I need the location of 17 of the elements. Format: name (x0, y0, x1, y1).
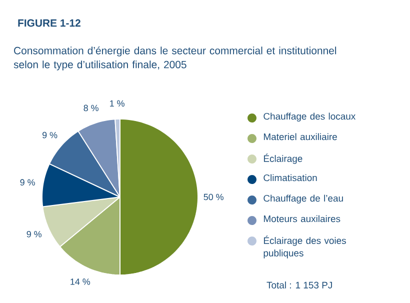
data-label: 8 % (84, 104, 98, 112)
legend-label: Moteurs auxilaires (264, 215, 340, 222)
data-label: 9 % (20, 179, 35, 186)
chart-subtitle: Consommation d’énergie dans le secteur commercial et institutionnel selon le type d’utilisation finale, 2005 (14, 46, 336, 70)
data-label: 9 % (42, 132, 58, 138)
text: Total : 1 153 PJ (266, 282, 332, 288)
chart-title: FIGURE 1-12 (18, 19, 80, 27)
legend-label: Éclairage des voies publiques (264, 236, 346, 258)
legend-label: Climatisation (264, 174, 317, 182)
legend-label: Chauffage de l’eau (264, 194, 343, 204)
legend-label: Chauffage des locaux (264, 112, 356, 122)
legend-label: Éclairage (264, 154, 302, 164)
legend-label: Materiel auxiliaire (264, 133, 337, 140)
data-label: 1 % (110, 100, 124, 107)
data-label: 9 % (26, 230, 42, 238)
data-label: 50 % (204, 194, 224, 200)
data-label: 14 % (70, 278, 90, 285)
